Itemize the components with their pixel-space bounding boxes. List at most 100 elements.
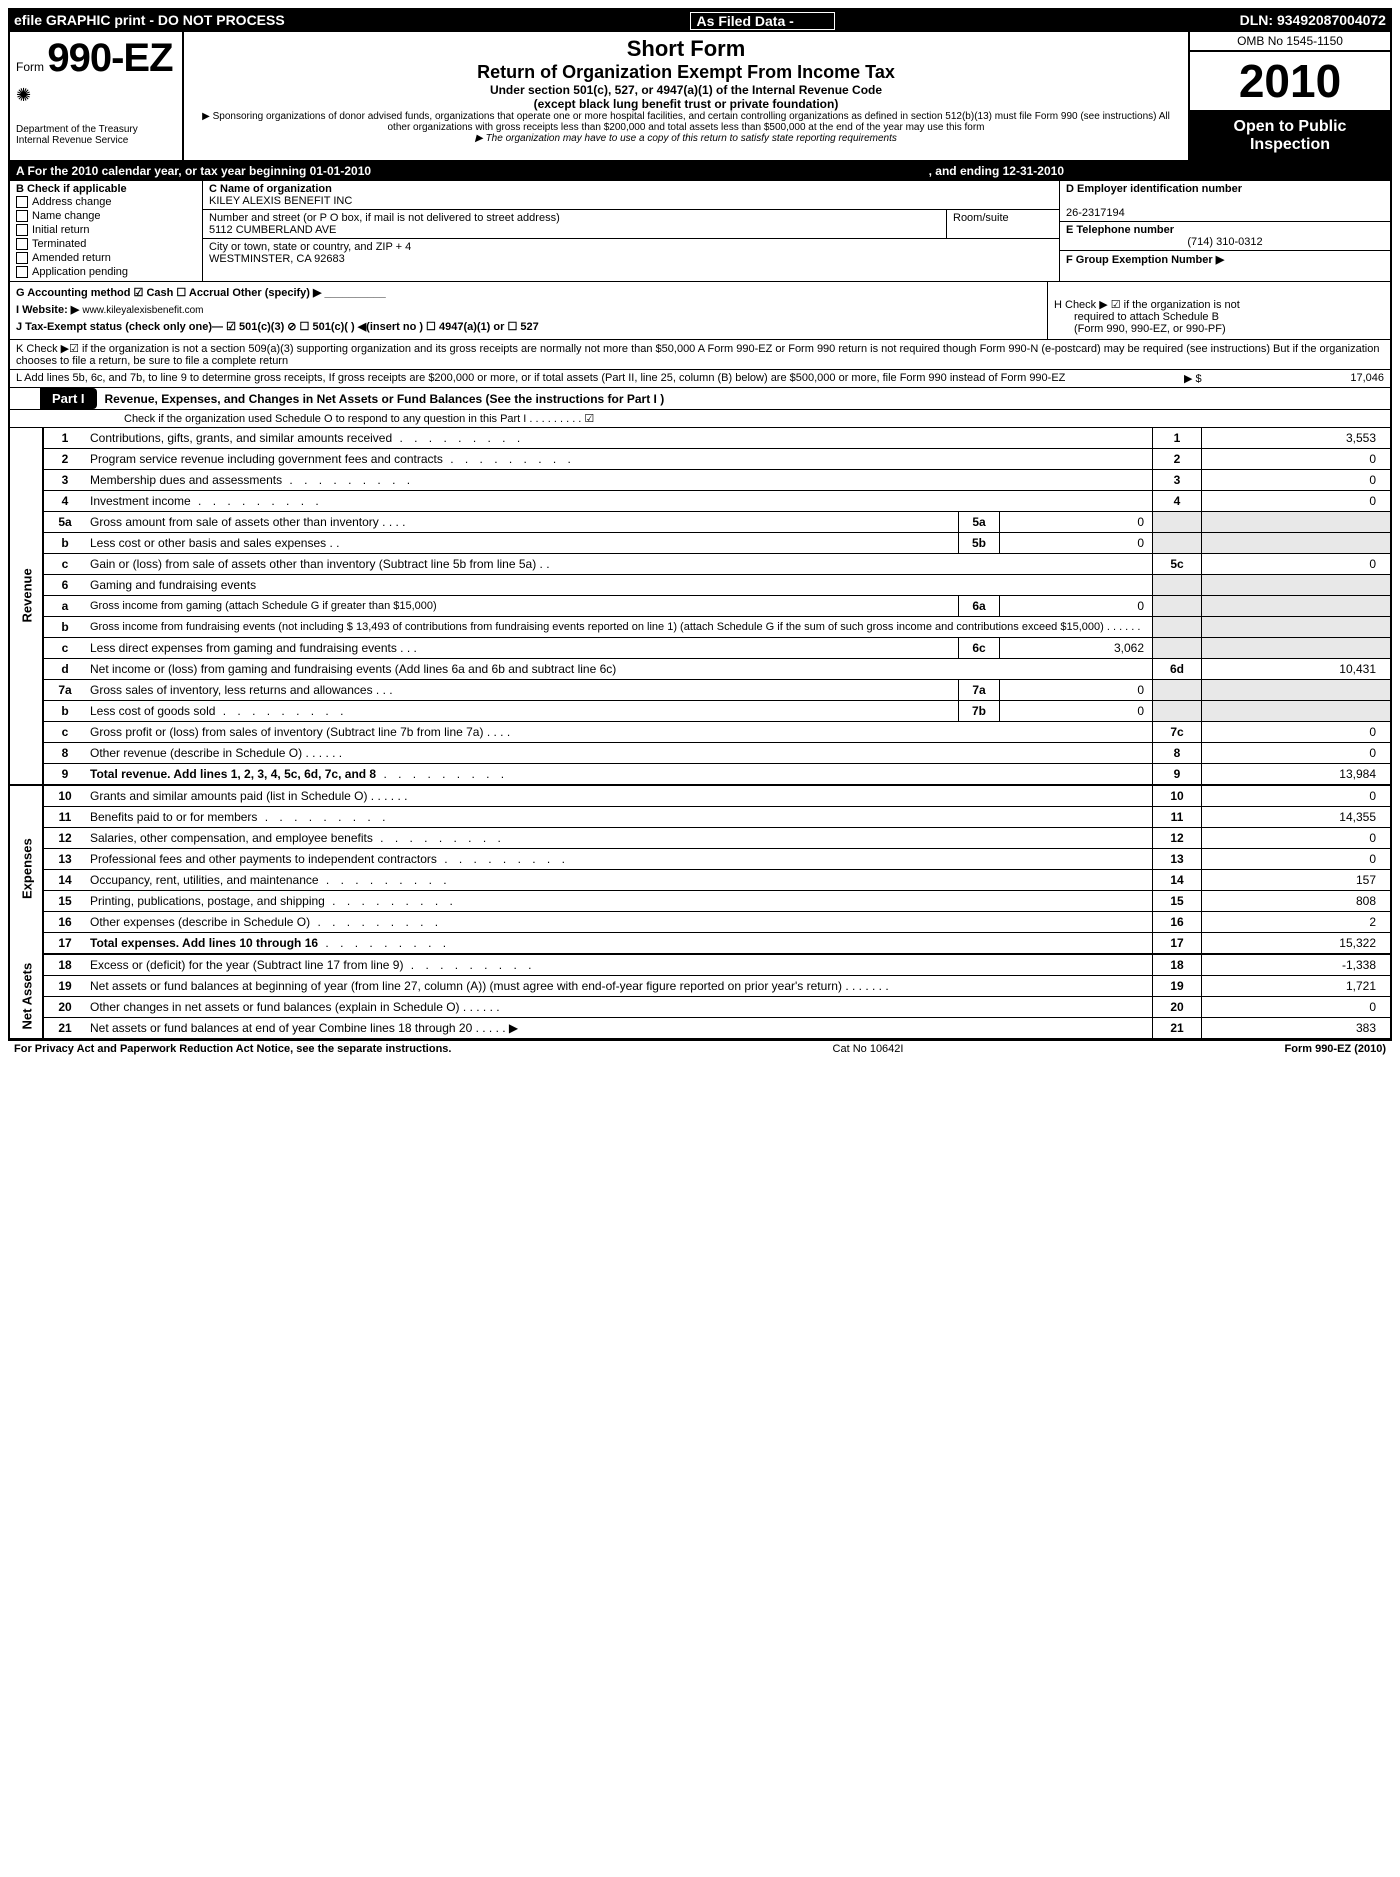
website-value: www.kileyalexisbenefit.com <box>82 305 203 316</box>
ln5c-amt: 0 <box>1202 554 1391 575</box>
ln6d-amt: 10,431 <box>1202 659 1391 680</box>
h-line1: H Check ▶ ☑ if the organization is not <box>1054 298 1384 311</box>
ln21-amt: 383 <box>1202 1018 1391 1039</box>
form-title: Return of Organization Exempt From Incom… <box>192 62 1180 83</box>
ln6d-desc: Net income or (loss) from gaming and fun… <box>86 659 1153 680</box>
ln2-amt: 0 <box>1202 449 1391 470</box>
city-value: WESTMINSTER, CA 92683 <box>209 253 345 265</box>
l-text: L Add lines 5b, 6c, and 7b, to line 9 to… <box>16 372 1184 385</box>
footer-left: For Privacy Act and Paperwork Reduction … <box>14 1043 451 1055</box>
check-amended[interactable] <box>16 252 28 264</box>
ein-value: 26-2317194 <box>1066 207 1125 219</box>
line-g: G Accounting method ☑ Cash ☐ Accrual Oth… <box>16 286 1041 299</box>
ln5c-desc: Gain or (loss) from sale of assets other… <box>90 557 536 571</box>
header-left: Form 990-EZ ✺ Department of the Treasury… <box>10 32 184 160</box>
check-terminated[interactable] <box>16 238 28 250</box>
ln10-amt: 0 <box>1202 785 1391 807</box>
check-name[interactable] <box>16 210 28 222</box>
ln5b-desc: Less cost or other basis and sales expen… <box>90 536 326 550</box>
revenue-section-label: Revenue <box>10 428 43 764</box>
line-j: J Tax-Exempt status (check only one)— ☑ … <box>16 320 1041 333</box>
form-prefix: Form <box>16 60 44 74</box>
ln5a-desc: Gross amount from sale of assets other t… <box>90 515 379 529</box>
city-label: City or town, state or country, and ZIP … <box>209 241 411 253</box>
org-name: KILEY ALEXIS BENEFIT INC <box>209 195 352 207</box>
ln7b-amt: 0 <box>1000 701 1153 722</box>
entity-block: B Check if applicable Address change Nam… <box>10 181 1390 282</box>
ln16-desc: Other expenses (describe in Schedule O) <box>90 915 310 929</box>
ln10-desc: Grants and similar amounts paid (list in… <box>90 789 367 803</box>
ln16-amt: 2 <box>1202 912 1391 933</box>
h-line2: required to attach Schedule B <box>1054 311 1384 323</box>
copy-note: ▶ The organization may have to use a cop… <box>192 133 1180 144</box>
room-label: Room/suite <box>953 212 1009 224</box>
check-pending[interactable] <box>16 266 28 278</box>
irs-label: Internal Revenue Service <box>16 135 176 146</box>
gij-left: G Accounting method ☑ Cash ☐ Accrual Oth… <box>10 282 1047 339</box>
part1-header: Part I Revenue, Expenses, and Changes in… <box>10 388 1390 410</box>
ln3-amt: 0 <box>1202 470 1391 491</box>
ln7a-amt: 0 <box>1000 680 1153 701</box>
ln17-desc: Total expenses. Add lines 10 through 16 <box>90 936 318 950</box>
street-value: 5112 CUMBERLAND AVE <box>209 224 336 236</box>
c-name-label: C Name of organization <box>209 183 332 195</box>
ln5b-amt: 0 <box>1000 533 1153 554</box>
form-number: 990-EZ <box>47 36 172 80</box>
ln18-desc: Excess or (deficit) for the year (Subtra… <box>90 958 403 972</box>
ln19-amt: 1,721 <box>1202 976 1391 997</box>
open-to-public: Open to Public Inspection <box>1190 112 1390 160</box>
ln1-col: 1 <box>1153 428 1202 449</box>
ln4-amt: 0 <box>1202 491 1391 512</box>
treasury-seal: ✺ <box>16 85 176 106</box>
lbl-amended: Amended return <box>32 252 111 264</box>
phone-value: (714) 310-0312 <box>1066 236 1384 248</box>
expenses-section-label: Expenses <box>10 785 43 954</box>
dept-treasury: Department of the Treasury <box>16 124 176 135</box>
top-bar: efile GRAPHIC print - DO NOT PROCESS As … <box>10 10 1390 32</box>
ln14-amt: 157 <box>1202 870 1391 891</box>
box-b: B Check if applicable Address change Nam… <box>10 181 203 281</box>
lbl-name: Name change <box>32 210 101 222</box>
short-form-title: Short Form <box>192 36 1180 62</box>
ln14-desc: Occupancy, rent, utilities, and maintena… <box>90 873 319 887</box>
ln9-desc: Total revenue. Add lines 1, 2, 3, 4, 5c,… <box>90 767 376 781</box>
ln11-amt: 14,355 <box>1202 807 1391 828</box>
form-subtitle: Under section 501(c), 527, or 4947(a)(1)… <box>192 83 1180 97</box>
e-label: E Telephone number <box>1066 224 1174 236</box>
ln3-desc: Membership dues and assessments <box>90 473 282 487</box>
gij-block: G Accounting method ☑ Cash ☐ Accrual Oth… <box>10 282 1390 340</box>
footer-mid: Cat No 10642I <box>833 1043 904 1055</box>
sponsor-note: ▶ Sponsoring organizations of donor advi… <box>192 111 1180 133</box>
ln15-amt: 808 <box>1202 891 1391 912</box>
ln13-desc: Professional fees and other payments to … <box>90 852 437 866</box>
topbar-mid: As Filed Data - <box>690 12 835 30</box>
page-footer: For Privacy Act and Paperwork Reduction … <box>8 1041 1392 1055</box>
box-c: C Name of organization KILEY ALEXIS BENE… <box>203 181 1059 281</box>
ln13-amt: 0 <box>1202 849 1391 870</box>
check-initial[interactable] <box>16 224 28 236</box>
topbar-left: efile GRAPHIC print - DO NOT PROCESS <box>14 12 285 30</box>
lbl-terminated: Terminated <box>32 238 86 250</box>
ln4-desc: Investment income <box>90 494 191 508</box>
ln6b-desc: Gross income from fundraising events (no… <box>86 617 1153 638</box>
ln6c-desc: Less direct expenses from gaming and fun… <box>90 641 397 655</box>
ln7b-desc: Less cost of goods sold <box>90 704 215 718</box>
line-i-label: I Website: ▶ <box>16 304 79 316</box>
financial-table: Revenue 1 Contributions, gifts, grants, … <box>10 428 1390 1039</box>
box-b-title: B Check if applicable <box>16 183 196 195</box>
lbl-initial: Initial return <box>32 224 89 236</box>
ln18-amt: -1,338 <box>1202 954 1391 976</box>
row-a: A For the 2010 calendar year, or tax yea… <box>10 162 1390 181</box>
ln9-amt: 13,984 <box>1202 764 1391 786</box>
check-address[interactable] <box>16 196 28 208</box>
line-l: L Add lines 5b, 6c, and 7b, to line 9 to… <box>10 370 1390 388</box>
check-instr-text: Check if the organization used Schedule … <box>124 412 594 425</box>
ln7c-amt: 0 <box>1202 722 1391 743</box>
ln5a-amt: 0 <box>1000 512 1153 533</box>
l-amt-lbl: ▶ $ <box>1184 372 1244 385</box>
ln8-amt: 0 <box>1202 743 1391 764</box>
ln12-amt: 0 <box>1202 828 1391 849</box>
tax-year: 2010 <box>1190 52 1390 112</box>
ln7a-desc: Gross sales of inventory, less returns a… <box>90 683 373 697</box>
box-h: H Check ▶ ☑ if the organization is not r… <box>1047 282 1390 339</box>
